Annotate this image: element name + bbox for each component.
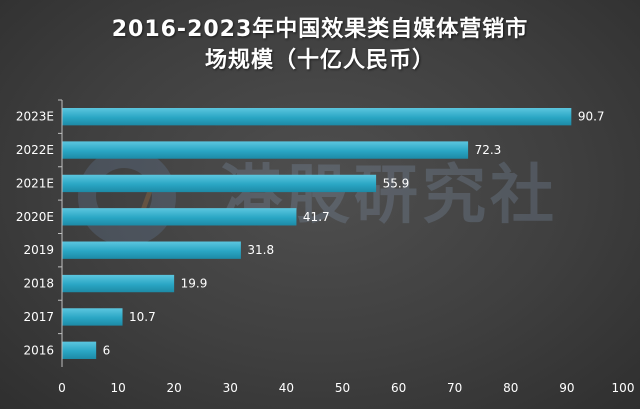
category-label-2022E: 2022E — [16, 143, 54, 157]
category-label-2020E: 2020E — [16, 210, 54, 224]
category-label-2016: 2016 — [23, 343, 54, 357]
x-tick-label-50: 50 — [335, 381, 350, 395]
value-label-2023E: 90.7 — [578, 110, 605, 124]
category-label-2018: 2018 — [23, 277, 54, 291]
bar-2021E — [62, 174, 377, 193]
category-label-2017: 2017 — [23, 310, 54, 324]
chart-title: 2016-2023年中国效果类自媒体营销市 场规模（十亿人民币） — [0, 14, 640, 76]
bar-2017 — [62, 308, 123, 326]
value-label-2016: 6 — [103, 343, 111, 357]
x-tick-label-20: 20 — [167, 381, 182, 395]
category-label-2021E: 2021E — [16, 176, 54, 190]
value-label-2017: 10.7 — [129, 310, 156, 324]
value-label-2018: 19.9 — [181, 277, 208, 291]
value-label-2020E: 41.7 — [303, 210, 330, 224]
x-tick-label-0: 0 — [58, 381, 66, 395]
x-tick-label-30: 30 — [223, 381, 238, 395]
x-tick-label-70: 70 — [447, 381, 462, 395]
bar-2020E — [62, 208, 297, 226]
chart-title-line-1: 2016-2023年中国效果类自媒体营销市 — [111, 17, 529, 42]
x-tick-label-100: 100 — [612, 381, 635, 395]
value-label-2021E: 55.9 — [383, 176, 410, 190]
x-tick-label-60: 60 — [391, 381, 406, 395]
x-tick-label-90: 90 — [559, 381, 574, 395]
bar-2018 — [62, 274, 175, 293]
bar-2019 — [62, 241, 241, 259]
value-label-2022E: 72.3 — [475, 143, 502, 157]
value-label-2019: 31.8 — [247, 243, 274, 257]
chart-title-line-2: 场规模（十亿人民币） — [204, 48, 435, 73]
bar-2023E — [62, 108, 572, 126]
bar-2016 — [62, 341, 97, 359]
category-label-2019: 2019 — [23, 243, 54, 257]
x-tick-label-40: 40 — [279, 381, 294, 395]
category-label-2023E: 2023E — [16, 110, 54, 124]
x-tick-label-80: 80 — [503, 381, 518, 395]
bar-2022E — [62, 141, 469, 159]
x-tick-label-10: 10 — [110, 381, 125, 395]
